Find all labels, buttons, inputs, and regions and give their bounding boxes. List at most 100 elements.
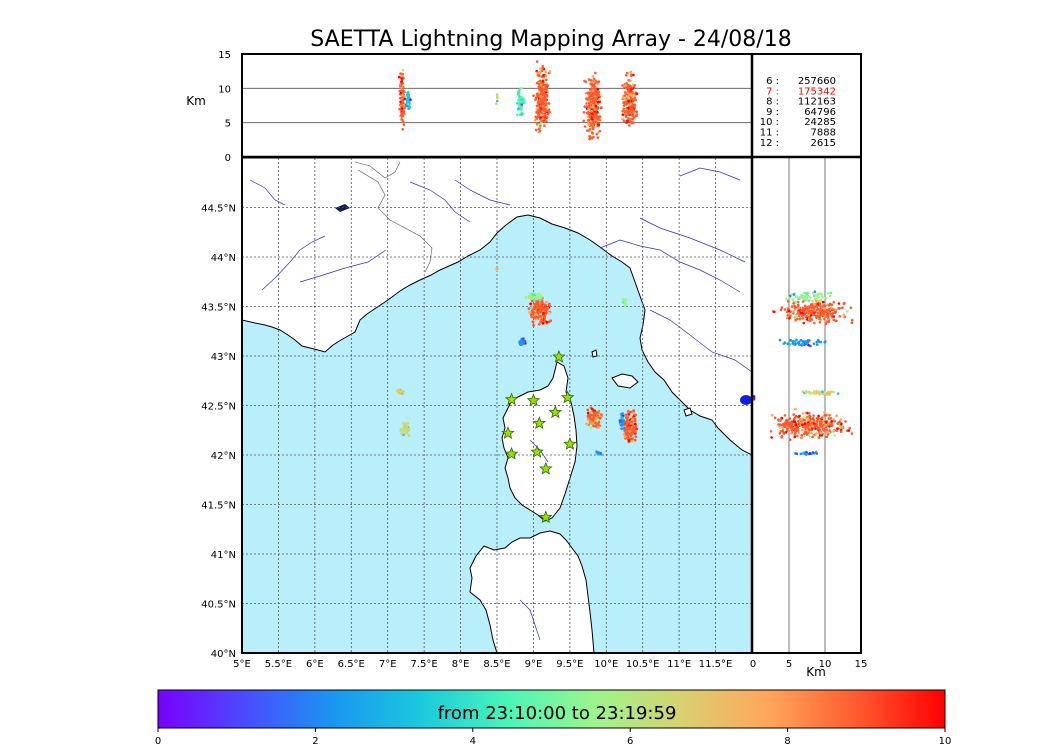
lightning-source-point <box>835 414 838 418</box>
lightning-source-point <box>810 415 814 418</box>
lightning-source-point <box>810 431 813 435</box>
lightning-source-point <box>807 422 811 426</box>
lightning-source-point <box>519 105 522 109</box>
altitude-lat-xlabel: Km <box>806 665 826 679</box>
lightning-source-point <box>596 110 599 114</box>
lightning-source-point <box>800 344 803 347</box>
lightning-source-point <box>630 94 633 97</box>
lightning-source-point <box>400 74 404 78</box>
lightning-source-point <box>535 60 539 63</box>
lightning-source-point <box>633 84 636 87</box>
lightning-source-point <box>844 420 847 423</box>
lightning-source-point <box>515 113 519 117</box>
lightning-source-point <box>787 309 791 313</box>
lightning-source-point <box>807 412 811 415</box>
lightning-source-point <box>539 309 543 313</box>
lightning-source-point <box>842 313 846 317</box>
lightning-source-point <box>628 124 631 127</box>
lightning-source-point <box>399 72 402 75</box>
lightning-source-point <box>593 94 597 98</box>
lightning-source-point <box>400 76 404 80</box>
lightning-source-point <box>597 117 600 120</box>
lightning-source-point <box>402 123 406 126</box>
lightning-source-point <box>546 308 549 311</box>
lightning-source-point <box>794 318 797 322</box>
lightning-source-point <box>586 98 589 101</box>
lightning-source-point <box>836 427 839 431</box>
lightning-source-point <box>820 293 823 296</box>
lightning-source-point <box>535 104 539 108</box>
lightning-source-point <box>622 107 625 111</box>
lightning-source-point <box>800 418 804 422</box>
lightning-source-point <box>625 417 629 420</box>
lightning-source-point <box>796 317 799 321</box>
lightning-source-point <box>634 94 637 97</box>
lightning-source-point <box>597 123 601 126</box>
lightning-source-point <box>543 118 547 121</box>
lightning-source-point <box>811 435 814 439</box>
lightning-source-point <box>545 120 548 123</box>
lightning-source-point <box>620 413 623 416</box>
lightning-source-point <box>813 305 817 309</box>
altitude-lat-points <box>753 290 854 456</box>
lightning-source-point <box>627 89 631 93</box>
lightning-source-point <box>545 89 548 92</box>
lightning-source-point <box>816 427 820 431</box>
lightning-source-point <box>808 452 811 455</box>
lightning-source-point <box>836 392 840 395</box>
lightning-source-point <box>591 419 595 422</box>
altitude-lat-panel: 0 5 10 15 Km <box>750 158 868 679</box>
lightning-source-point <box>518 340 522 344</box>
lightning-source-point <box>779 419 782 422</box>
lightning-source-point <box>792 420 796 423</box>
lightning-source-point <box>533 118 537 122</box>
lightning-source-point <box>828 294 832 298</box>
lightning-source-point <box>838 425 841 429</box>
lightning-source-point <box>806 294 810 298</box>
lon-altitude-gridlines <box>242 87 752 124</box>
plan-view-map: 5°E 5.5°E 6°E 6.5°E 7°E 7.5°E 8°E 8.5°E 9°E 9.5°E… <box>201 158 752 670</box>
lightning-source-point <box>815 316 818 320</box>
lightning-source-point <box>521 337 525 341</box>
lightning-source-point <box>496 267 499 270</box>
map-x-tick-label: 5°E <box>233 659 251 670</box>
lightning-source-point <box>520 86 523 90</box>
lightning-source-point <box>620 424 624 427</box>
lightning-source-point <box>791 298 795 302</box>
lightning-source-point <box>627 111 630 115</box>
station-star-icon <box>532 416 547 430</box>
lightning-source-point <box>540 90 543 93</box>
lightning-source-point <box>590 105 594 109</box>
lightning-source-point <box>788 438 792 441</box>
lightning-source-point <box>820 424 824 428</box>
map-y-tick-label: 41°N <box>211 550 236 561</box>
lightning-source-point <box>600 106 603 109</box>
lightning-source-point <box>542 74 545 77</box>
count-legend: 6 : 257660 7 : 175342 8 : 112163 9 : 64796 10 : 2… <box>753 54 861 157</box>
lightning-source-point <box>584 80 588 84</box>
lightning-source-point <box>816 419 819 423</box>
lightning-source-point <box>824 423 828 427</box>
lightning-source-point <box>543 113 547 117</box>
altitude-lat-background <box>753 158 861 653</box>
station-star-icon <box>530 444 544 458</box>
lightning-source-point <box>817 295 820 299</box>
lightning-source-point <box>780 416 784 420</box>
count-legend-hour: 12 : <box>760 138 779 149</box>
lightning-source-point <box>402 426 406 430</box>
lightning-source-point <box>794 300 797 304</box>
lightning-source-point <box>807 390 811 394</box>
river-apennine <box>639 217 746 263</box>
lightning-source-point <box>813 303 816 306</box>
lightning-source-point <box>587 107 590 110</box>
lightning-source-point <box>826 313 830 316</box>
map-x-tick-label: 5.5°E <box>265 659 292 670</box>
map-x-tick-label: 10°E <box>594 659 618 670</box>
lightning-source-point <box>545 83 549 87</box>
altitude-lat-x-tick-label: 15 <box>855 659 868 670</box>
lightning-source-point <box>783 422 786 426</box>
lightning-source-point <box>406 97 410 100</box>
lightning-source-point <box>537 114 541 117</box>
lightning-source-point <box>777 418 780 422</box>
lon-altitude-y-tick-label: 15 <box>218 50 231 61</box>
